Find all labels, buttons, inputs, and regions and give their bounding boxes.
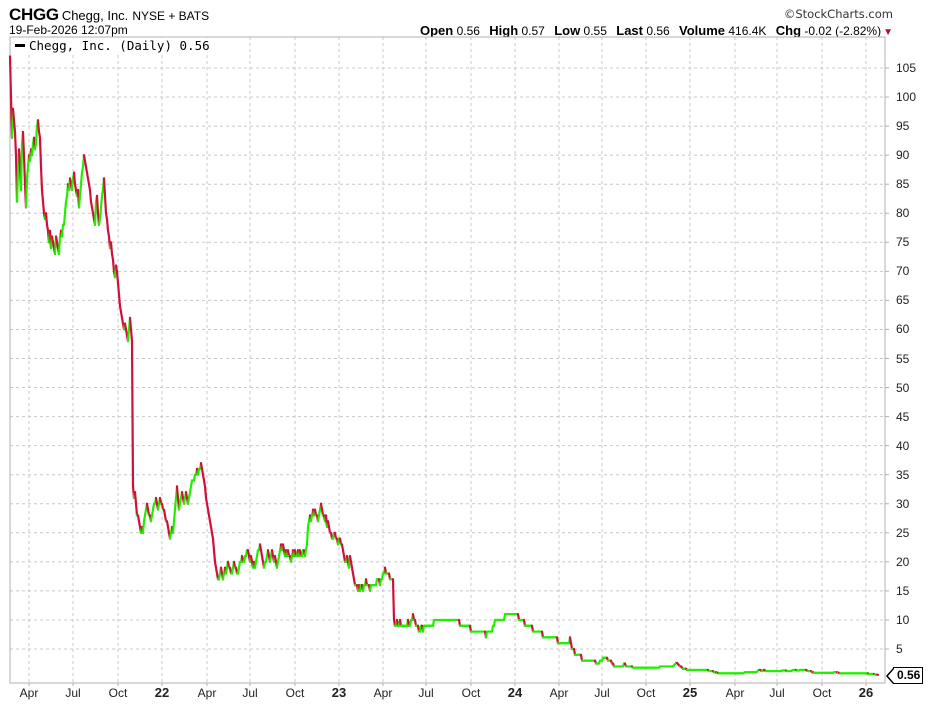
legend-label: Chegg, Inc. (Daily) 0.56 <box>29 38 210 53</box>
open-value: 0.56 <box>456 24 480 38</box>
chart-datetime: 19-Feb-2026 12:07pm <box>9 23 128 37</box>
y-tick-label: 5 <box>896 642 903 656</box>
price-line <box>8 55 880 676</box>
chg-label: Chg <box>775 23 802 38</box>
x-tick-label: Jul <box>65 686 81 700</box>
last-price-badge: 0.56 <box>885 667 924 684</box>
plot-border <box>9 36 886 684</box>
low-value: 0.55 <box>583 24 607 38</box>
chg-value: -0.02 (-2.82%) <box>804 24 882 38</box>
ticker-symbol: CHGG <box>9 5 59 24</box>
y-tick-label: 35 <box>896 467 910 482</box>
y-tick-label: 80 <box>896 206 910 221</box>
x-tick-label: Oct <box>636 686 656 700</box>
x-tick-label: Oct <box>108 686 128 700</box>
y-tick-label: 60 <box>896 322 910 337</box>
chart-grid <box>10 37 889 686</box>
open-label: Open <box>419 23 454 38</box>
chart-legend: Chegg, Inc. (Daily) 0.56 <box>13 38 212 53</box>
down-triangle-icon: ▼ <box>883 27 893 38</box>
legend-swatch <box>15 44 25 47</box>
x-tick-label: 26 <box>858 685 874 700</box>
y-tick-label: 10 <box>896 612 910 627</box>
low-label: Low <box>554 23 581 38</box>
y-tick-label: 55 <box>896 351 910 366</box>
x-tick-label: Apr <box>373 686 393 700</box>
brand-watermark: ©StockCharts.com <box>783 7 893 21</box>
y-tick-label: 75 <box>896 235 910 250</box>
x-tick-label: 25 <box>682 685 698 700</box>
y-tick-label: 85 <box>896 177 910 192</box>
high-value: 0.57 <box>521 24 545 38</box>
x-tick-label: Apr <box>19 686 39 700</box>
company-name: Chegg, Inc. <box>61 8 129 23</box>
y-tick-label: 30 <box>896 496 910 511</box>
y-tick-label: 40 <box>896 438 910 453</box>
x-tick-label: Oct <box>812 686 832 700</box>
last-value: 0.56 <box>646 24 670 38</box>
y-tick-label: 65 <box>896 293 910 308</box>
volume-label: Volume <box>679 23 726 38</box>
x-tick-label: 24 <box>507 685 523 700</box>
y-tick-label: 70 <box>896 264 910 279</box>
y-tick-label: 95 <box>896 119 910 134</box>
x-tick-label: Jul <box>594 686 610 700</box>
y-tick-label: 45 <box>896 409 910 424</box>
chart-title: CHGG Chegg, Inc. NYSE + BATS <box>9 5 209 25</box>
exchange: NYSE + BATS <box>132 9 210 23</box>
y-tick-label: 25 <box>896 525 910 540</box>
volume-value: 416.4K <box>728 24 767 38</box>
y-tick-label: 90 <box>896 148 910 163</box>
x-tick-label: Apr <box>725 686 745 700</box>
x-tick-label: 22 <box>154 685 170 700</box>
y-tick-label: 100 <box>896 90 917 105</box>
last-label: Last <box>616 23 643 38</box>
x-tick-label: Apr <box>549 686 569 700</box>
x-tick-label: Jul <box>769 686 785 700</box>
y-tick-label: 15 <box>896 583 910 598</box>
x-tick-label: Oct <box>461 686 481 700</box>
high-label: High <box>489 23 519 38</box>
x-tick-label: Oct <box>285 686 305 700</box>
x-tick-label: 23 <box>331 685 347 700</box>
quote-summary: Open 0.56 High 0.57 Low 0.55 Last 0.56 V… <box>420 23 893 38</box>
y-tick-label: 50 <box>896 380 910 395</box>
y-tick-label: 20 <box>896 554 910 569</box>
y-tick-label: 105 <box>896 61 917 75</box>
x-tick-label: Jul <box>418 686 434 700</box>
x-tick-label: Apr <box>197 686 217 700</box>
x-tick-label: Jul <box>242 686 258 700</box>
